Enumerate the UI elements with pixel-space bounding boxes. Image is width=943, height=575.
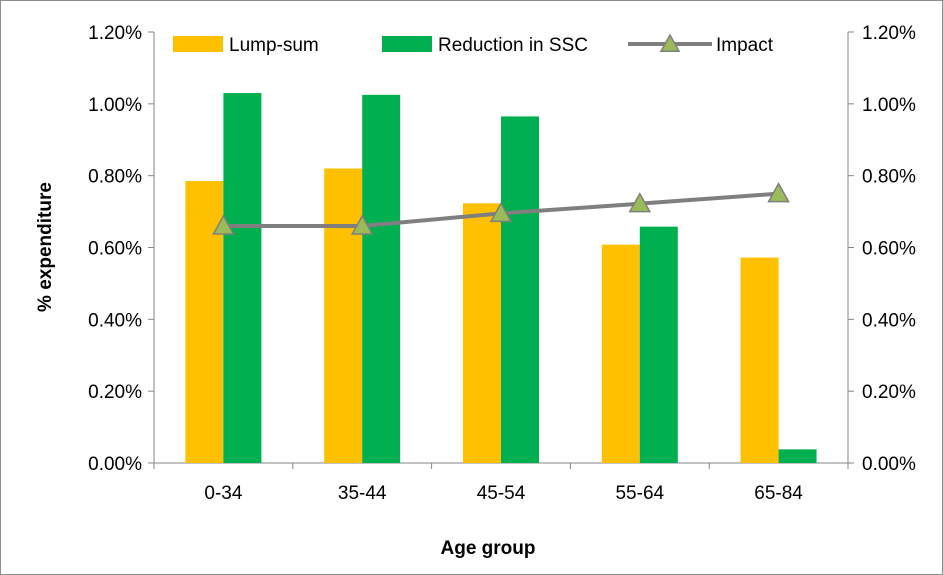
y-tick-label: 1.00% [88, 95, 142, 116]
y2-tick-label: 1.20% [862, 23, 916, 44]
x-tick-label: 0-34 [204, 483, 242, 504]
lump-sum-bar [463, 203, 501, 463]
legend: Lump-sum Reduction in SSC Impact [173, 33, 774, 56]
tick-labels: 0.00% 0.20% 0.40% 0.60% 0.80% 1.00% 1.20% 0.00%… [88, 23, 916, 504]
lump-sum-bar [185, 181, 224, 463]
ssc-reduction-bar [223, 93, 262, 463]
y2-tick-label: 0.80% [862, 167, 916, 188]
x-tick-label: 45-54 [477, 483, 526, 504]
impact-marker [767, 182, 790, 203]
x-tick-label: 65-84 [754, 483, 803, 504]
impact-marker [212, 214, 235, 235]
y-tick-label: 0.80% [88, 167, 142, 188]
y-tick-label: 0.40% [88, 310, 142, 331]
legend-lump-sum-swatch [173, 36, 223, 52]
impact-marker [628, 192, 652, 213]
y2-tick-label: 0.40% [862, 310, 916, 331]
ssc-reduction-bar [778, 449, 817, 463]
legend-impact-marker [659, 33, 681, 52]
y-tick-label: 0.20% [88, 382, 142, 403]
lump-sum-bar [601, 244, 640, 463]
y-tick-label: 0.00% [88, 454, 142, 475]
x-axis-title: Age group [441, 538, 536, 559]
ssc-reduction-bar [501, 116, 539, 463]
ssc-reduction-bar [639, 226, 678, 463]
y2-tick-label: 0.20% [862, 382, 916, 403]
legend-lump-sum-label: Lump-sum [229, 35, 319, 56]
ssc-reduction-bar [362, 94, 401, 464]
impact-line [212, 182, 790, 235]
legend-ssc-reduction-label: Reduction in SSC [438, 35, 588, 56]
bars [185, 93, 817, 464]
legend-impact-label: Impact [716, 35, 774, 56]
impact-marker [350, 214, 374, 235]
x-tick-label: 55-64 [615, 483, 664, 504]
y-tick-label: 1.20% [88, 23, 142, 44]
legend-ssc-reduction-swatch [382, 36, 432, 52]
y2-tick-label: 0.60% [862, 239, 916, 260]
lump-sum-bar [740, 257, 779, 463]
y2-tick-label: 1.00% [862, 95, 916, 116]
y-axis-title: % expenditure [35, 182, 56, 312]
y-tick-label: 0.60% [88, 239, 142, 260]
x-tick-label: 35-44 [338, 483, 387, 504]
lump-sum-bar [324, 168, 363, 463]
impact-marker [489, 201, 513, 223]
y2-tick-label: 0.00% [862, 454, 916, 475]
